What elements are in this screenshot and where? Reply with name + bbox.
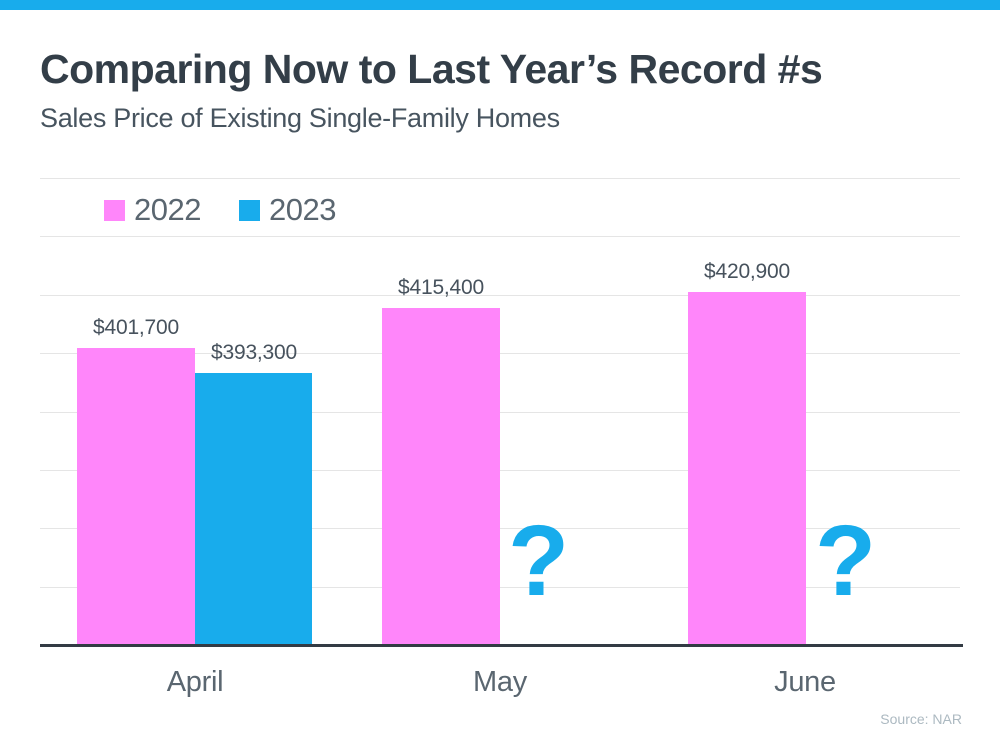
gridline (40, 587, 960, 588)
gridline (40, 178, 960, 179)
gridline (40, 295, 960, 296)
gridline (40, 528, 960, 529)
legend-item-2023: 2023 (238, 192, 336, 228)
bar-label-april-2022: $401,700 (93, 316, 179, 339)
source-note: Source: NAR (880, 711, 962, 727)
page-subtitle: Sales Price of Existing Single-Family Ho… (40, 103, 560, 133)
x-tick-june: June (774, 666, 836, 698)
x-tick-may: May (473, 666, 527, 698)
gridline (40, 412, 960, 413)
bar-april-2022 (77, 348, 195, 645)
bar-april-2023 (195, 373, 312, 645)
bar-june-2022 (688, 292, 806, 645)
bar-label-april-2023: $393,300 (211, 341, 297, 364)
legend-label-2022: 2022 (134, 192, 201, 227)
bar-chart: 2022 2023 $401,700 $393,300 $415,400 ? $… (40, 178, 960, 645)
bar-label-june-2022: $420,900 (704, 260, 790, 283)
question-mark-june-2023: ? (815, 505, 877, 617)
legend-label-2023: 2023 (268, 192, 336, 227)
page-title: Comparing Now to Last Year’s Record #s (40, 46, 823, 92)
bar-may-2022 (382, 308, 500, 645)
x-axis-line (40, 644, 963, 647)
legend-item-2022: 2022 (104, 192, 201, 228)
gridline (40, 353, 960, 354)
bar-label-may-2022: $415,400 (398, 276, 484, 299)
question-mark-may-2023: ? (508, 505, 570, 617)
gridline (40, 236, 960, 237)
legend-swatch-2023 (238, 199, 260, 221)
legend-swatch-2022 (104, 199, 125, 221)
gridline (40, 470, 960, 471)
x-tick-april: April (166, 666, 224, 698)
chart-legend: 2022 2023 (104, 192, 336, 228)
top-accent-bar (0, 0, 1000, 10)
